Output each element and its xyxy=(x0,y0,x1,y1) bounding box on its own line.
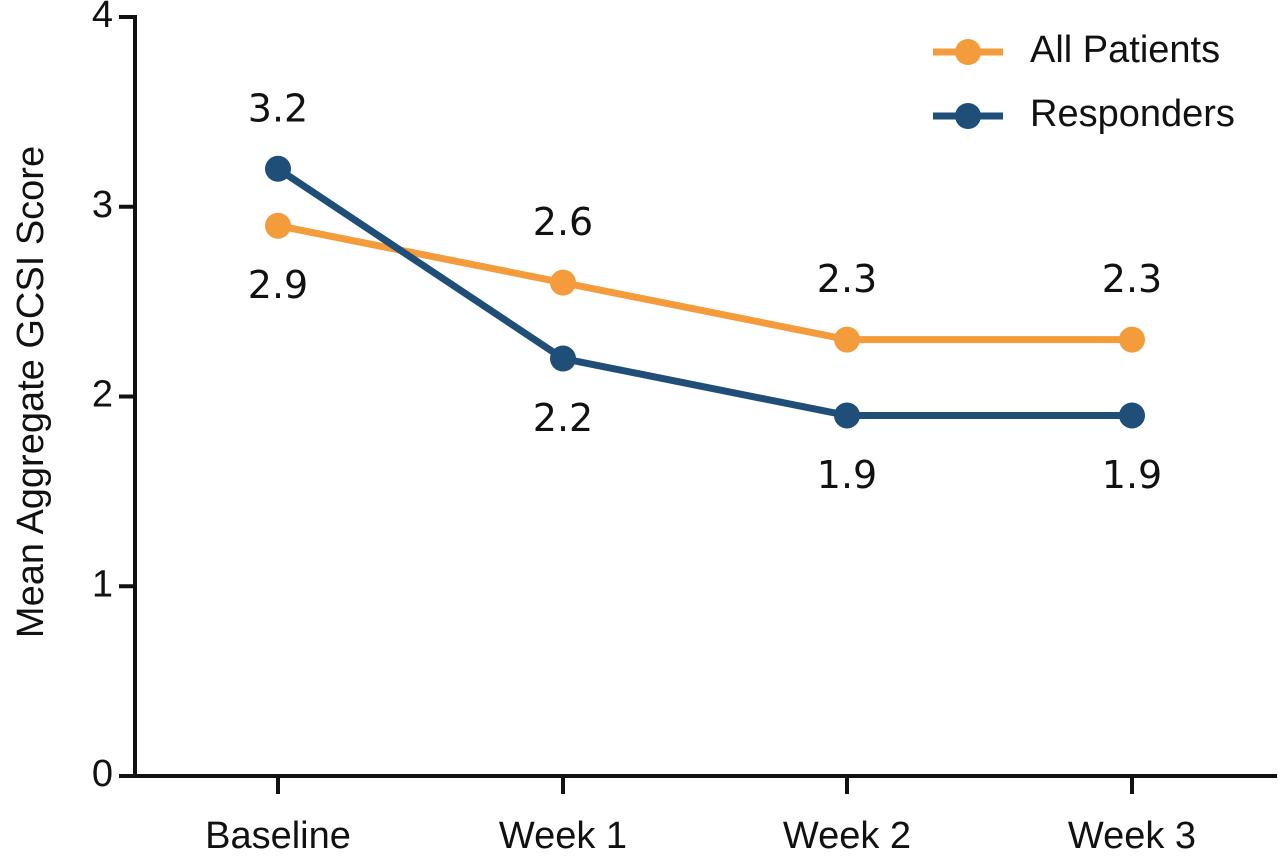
series-responders: 3.2 2.2 1.9 1.9 xyxy=(248,86,1162,497)
y-tick-label: 1 xyxy=(92,563,113,605)
x-tick-label: Baseline xyxy=(205,815,351,857)
data-point xyxy=(834,402,860,429)
series-layer: 2.9 2.6 2.3 2.3 3.2 2.2 1.9 1.9 xyxy=(248,86,1162,497)
data-point xyxy=(550,345,576,372)
y-axis-title: Mean Aggregate GCSI Score xyxy=(10,146,52,638)
data-point xyxy=(265,155,291,182)
data-label: 3.2 xyxy=(248,86,308,130)
legend-item-all-patients: All Patients xyxy=(933,29,1220,71)
legend-item-responders: Responders xyxy=(933,93,1235,135)
legend-label: All Patients xyxy=(1030,29,1220,71)
data-point xyxy=(834,326,860,353)
data-label: 2.3 xyxy=(1102,257,1162,301)
series-all-patients: 2.9 2.6 2.3 2.3 xyxy=(248,200,1162,353)
y-tick-label: 2 xyxy=(92,374,113,416)
data-label: 2.6 xyxy=(533,200,593,244)
legend-label: Responders xyxy=(1030,93,1235,135)
x-ticks: Baseline Week 1 Week 2 Week 3 xyxy=(205,776,1196,857)
series-line xyxy=(276,165,1132,419)
data-point xyxy=(265,212,291,239)
x-tick-label: Week 1 xyxy=(499,815,627,857)
legend: All Patients Responders xyxy=(933,29,1235,135)
legend-swatch-marker xyxy=(955,103,981,129)
data-point xyxy=(1119,402,1145,429)
legend-swatch-marker xyxy=(955,39,981,65)
x-tick-label: Week 2 xyxy=(783,815,911,857)
x-tick-label: Week 3 xyxy=(1068,815,1196,857)
y-tick-label: 0 xyxy=(92,753,113,795)
data-label: 2.2 xyxy=(533,396,593,440)
data-label: 1.9 xyxy=(1102,453,1162,497)
y-ticks: 0 1 2 3 4 xyxy=(92,0,135,795)
series-line xyxy=(277,222,1132,344)
data-label: 1.9 xyxy=(817,453,877,497)
data-label: 2.9 xyxy=(248,263,308,307)
data-point xyxy=(550,269,576,296)
y-tick-label: 4 xyxy=(92,0,113,36)
data-label: 2.3 xyxy=(817,257,877,301)
data-point xyxy=(1119,326,1145,353)
y-tick-label: 3 xyxy=(92,184,113,226)
